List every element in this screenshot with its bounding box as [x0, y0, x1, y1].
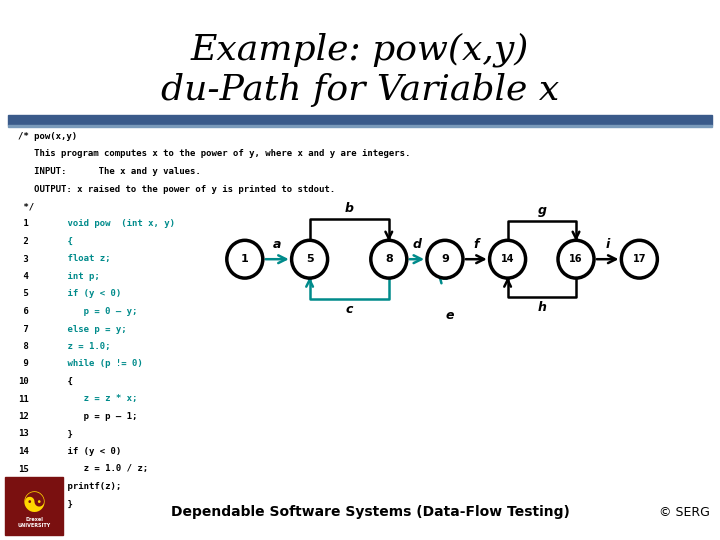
Text: 12: 12	[18, 412, 29, 421]
Text: 5: 5	[306, 254, 313, 264]
Text: /* pow(x,y): /* pow(x,y)	[18, 132, 77, 141]
Text: while (p != 0): while (p != 0)	[46, 360, 143, 368]
Text: 6: 6	[18, 307, 29, 316]
Text: 5: 5	[18, 289, 29, 299]
Text: a: a	[273, 238, 282, 251]
Text: z = 1.0 / z;: z = 1.0 / z;	[46, 464, 148, 474]
Text: if (y < 0): if (y < 0)	[46, 289, 121, 299]
Text: i: i	[606, 238, 610, 251]
Ellipse shape	[292, 240, 328, 278]
Text: 17: 17	[633, 254, 646, 264]
Text: else p = y;: else p = y;	[46, 325, 127, 334]
Text: 14: 14	[501, 254, 514, 264]
Text: 1: 1	[18, 219, 29, 228]
FancyBboxPatch shape	[8, 125, 712, 127]
Text: 17: 17	[18, 500, 29, 509]
Text: 16: 16	[570, 254, 582, 264]
Text: c: c	[346, 303, 353, 316]
Text: 2: 2	[18, 237, 29, 246]
Text: d: d	[413, 238, 421, 251]
Text: 3: 3	[18, 254, 29, 264]
Text: if (y < 0): if (y < 0)	[46, 447, 121, 456]
Text: }: }	[46, 500, 73, 509]
Text: 9: 9	[18, 360, 29, 368]
Ellipse shape	[490, 240, 526, 278]
Text: z = z * x;: z = z * x;	[46, 395, 138, 403]
Text: 16: 16	[18, 482, 29, 491]
Text: 10: 10	[18, 377, 29, 386]
Ellipse shape	[427, 240, 463, 278]
Text: 14: 14	[18, 447, 29, 456]
FancyBboxPatch shape	[5, 477, 63, 535]
Text: 8: 8	[385, 254, 392, 264]
Text: f: f	[474, 238, 479, 251]
Text: g: g	[537, 204, 546, 217]
Text: du-Path for Variable x: du-Path for Variable x	[161, 73, 559, 107]
Text: p = p – 1;: p = p – 1;	[46, 412, 138, 421]
Text: int p;: int p;	[46, 272, 100, 281]
Text: b: b	[345, 202, 354, 215]
Text: {: {	[46, 377, 73, 386]
Text: {: {	[46, 237, 73, 246]
Text: 8: 8	[18, 342, 29, 351]
Text: h: h	[537, 301, 546, 314]
Text: 15: 15	[18, 464, 29, 474]
Text: 4: 4	[18, 272, 29, 281]
Text: printf(z);: printf(z);	[46, 482, 121, 491]
Text: OUTPUT: x raised to the power of y is printed to stdout.: OUTPUT: x raised to the power of y is pr…	[18, 185, 335, 193]
Text: This program computes x to the power of y, where x and y are integers.: This program computes x to the power of …	[18, 150, 410, 159]
Text: float z;: float z;	[46, 254, 110, 264]
Ellipse shape	[621, 240, 657, 278]
Text: ☯: ☯	[22, 490, 46, 518]
Ellipse shape	[371, 240, 407, 278]
FancyBboxPatch shape	[8, 115, 712, 125]
Text: Dependable Software Systems (Data-Flow Testing): Dependable Software Systems (Data-Flow T…	[171, 505, 570, 519]
Text: 13: 13	[18, 429, 29, 438]
Text: INPUT:      The x and y values.: INPUT: The x and y values.	[18, 167, 201, 176]
Text: Drexel
UNIVERSITY: Drexel UNIVERSITY	[17, 517, 50, 528]
Text: z = 1.0;: z = 1.0;	[46, 342, 110, 351]
Text: void pow  (int x, y): void pow (int x, y)	[46, 219, 175, 228]
Text: 9: 9	[441, 254, 449, 264]
Ellipse shape	[558, 240, 594, 278]
Ellipse shape	[227, 240, 263, 278]
Text: p = 0 – y;: p = 0 – y;	[46, 307, 138, 316]
Text: Example: pow(x,y): Example: pow(x,y)	[191, 33, 529, 68]
Text: }: }	[46, 429, 73, 438]
Text: 1: 1	[241, 254, 248, 264]
Text: 7: 7	[18, 325, 29, 334]
Text: e: e	[446, 309, 454, 322]
Text: */: */	[18, 202, 34, 211]
Text: 11: 11	[18, 395, 29, 403]
Text: © SERG: © SERG	[659, 505, 710, 518]
